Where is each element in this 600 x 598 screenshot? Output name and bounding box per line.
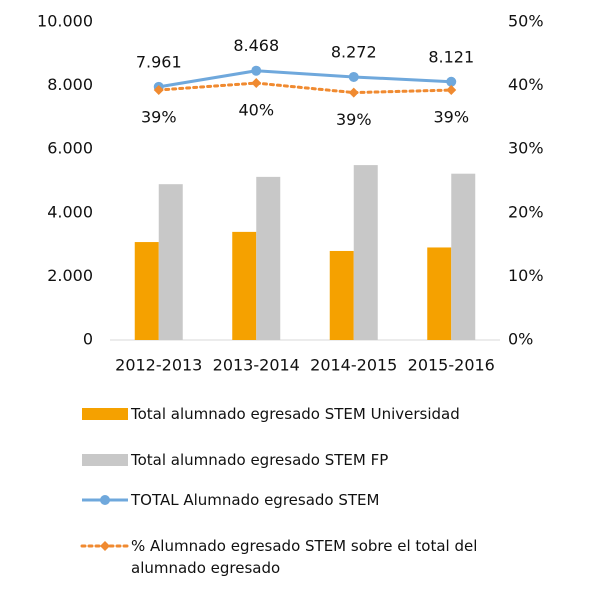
point: [153, 85, 164, 96]
bar: [256, 176, 281, 340]
y2-tick-label: 10%: [508, 266, 544, 285]
legend-label: Total alumnado egresado STEM Universidad: [130, 405, 460, 423]
legend-label-line: alumnado egresado: [131, 559, 280, 577]
y-tick-label: 2.000: [47, 266, 93, 285]
y-tick-label: 10.000: [37, 12, 93, 31]
point: [251, 78, 262, 89]
data-label: 39%: [336, 110, 372, 129]
legend-label: Total alumnado egresado STEM FP: [130, 451, 388, 469]
data-label: 7.961: [136, 52, 182, 71]
y2-tick-label: 30%: [508, 139, 544, 158]
y-tick-label: 6.000: [47, 139, 93, 158]
bar: [329, 250, 354, 340]
series-line: [157, 81, 453, 95]
data-label: 39%: [141, 108, 177, 127]
x-tick-label: 2015-2016: [408, 356, 495, 375]
bar: [158, 184, 183, 340]
legend-swatch: [82, 454, 128, 466]
bar: [134, 242, 159, 340]
data-label: 8.468: [233, 36, 279, 55]
data-label: 8.121: [428, 47, 474, 66]
y2-tick-label: 50%: [508, 12, 544, 31]
bar: [232, 231, 257, 340]
y2-tick-label: 40%: [508, 75, 544, 94]
lines: [153, 65, 457, 98]
y-tick-label: 0: [83, 330, 93, 349]
point: [348, 71, 359, 82]
data-label: 8.272: [331, 42, 377, 61]
x-tick-label: 2012-2013: [115, 356, 202, 375]
x-tick-label: 2013-2014: [213, 356, 300, 375]
data-label: 40%: [238, 101, 274, 120]
point: [251, 65, 262, 76]
legend-label-line: TOTAL Alumnado egresado STEM: [130, 491, 379, 509]
y-tick-label: 8.000: [47, 75, 93, 94]
legend-label-line: Total alumnado egresado STEM FP: [130, 451, 388, 469]
legend-marker: [100, 541, 110, 551]
point: [348, 87, 359, 98]
series-line: [158, 69, 452, 89]
legend-swatch: [82, 408, 128, 420]
point: [446, 76, 457, 87]
bar: [353, 165, 378, 340]
y2-tick-label: 20%: [508, 202, 544, 221]
point: [446, 85, 457, 96]
bar: [451, 173, 476, 340]
data-labels: 7.961 8.468 8.272 8.121 39% 40% 39% 39%: [136, 36, 474, 129]
legend-label-line: Total alumnado egresado STEM Universidad: [130, 405, 460, 423]
legend-marker: [100, 495, 110, 505]
y2-tick-label: 0%: [508, 330, 533, 349]
x-tick-label: 2014-2015: [310, 356, 397, 375]
y-tick-label: 4.000: [47, 202, 93, 221]
bars: [134, 165, 476, 340]
legend-label-line: % Alumnado egresado STEM sobre el total …: [131, 537, 477, 555]
legend-label: TOTAL Alumnado egresado STEM: [130, 491, 379, 509]
bar: [427, 247, 452, 340]
legend-label: % Alumnado egresado STEM sobre el total …: [131, 537, 477, 577]
axes: 0 2.000 4.000 6.000 8.000 10.000 0% 10% 20% 30% 40…: [37, 12, 544, 375]
legend: Total alumnado egresado STEM Universidad…: [80, 405, 477, 577]
data-label: 39%: [433, 108, 469, 127]
